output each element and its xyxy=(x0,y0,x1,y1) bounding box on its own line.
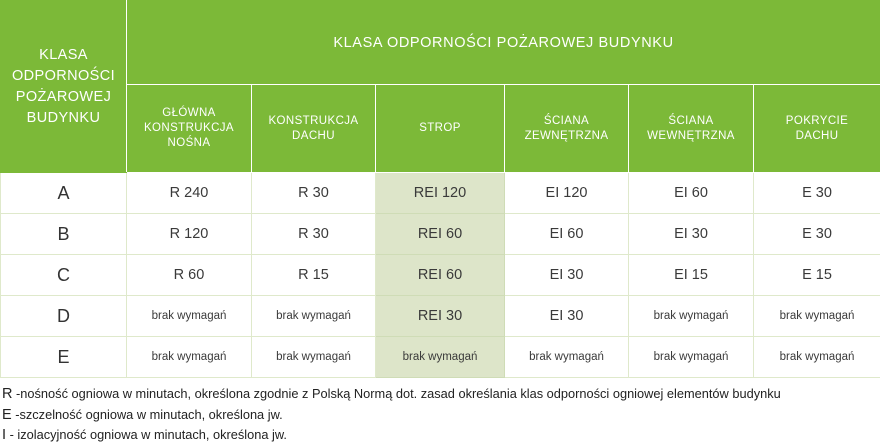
cell-konstrukcja-dachu: R 30 xyxy=(252,173,376,214)
cell-strop: REI 120 xyxy=(376,173,505,214)
row-class-label: D xyxy=(1,296,127,337)
column-header-pokrycie-dachu: POKRYCIE DACHU xyxy=(754,85,880,173)
column-header-line-2: KONSTRUKCJA xyxy=(144,122,234,134)
cell-sciana-wewnetrzna: EI 15 xyxy=(629,255,754,296)
cell-sciana-zewnetrzna: EI 120 xyxy=(505,173,629,214)
footnote-text-e: -szczelność ogniowa w minutach, określon… xyxy=(12,407,283,422)
column-header-line-1: STROP xyxy=(419,122,461,134)
cell-glowna-konstrukcja-nosna: R 240 xyxy=(127,173,252,214)
table-row: B R 120 R 30 REI 60 EI 60 EI 30 E 30 xyxy=(1,214,880,255)
row-header-class-label: KLASA ODPORNOŚCI POŻAROWEJ BUDYNKU xyxy=(1,1,127,173)
cell-pokrycie-dachu: E 30 xyxy=(754,214,880,255)
table-row: A R 240 R 30 REI 120 EI 120 EI 60 E 30 xyxy=(1,173,880,214)
cell-glowna-konstrukcja-nosna: brak wymagań xyxy=(127,337,252,378)
table-row: D brak wymagań brak wymagań REI 30 EI 30… xyxy=(1,296,880,337)
cell-sciana-zewnetrzna: EI 30 xyxy=(505,296,629,337)
fire-resistance-table: KLASA ODPORNOŚCI POŻAROWEJ BUDYNKU KLASA… xyxy=(0,0,880,378)
column-header-line-1: POKRYCIE xyxy=(786,115,848,127)
footnote-line-i: I - izolacyjność ogniowa w minutach, okr… xyxy=(2,425,880,446)
column-header-sciana-wewnetrzna: ŚCIANA WEWNĘTRZNA xyxy=(629,85,754,173)
cell-sciana-zewnetrzna: EI 30 xyxy=(505,255,629,296)
cell-glowna-konstrukcja-nosna: R 60 xyxy=(127,255,252,296)
cell-glowna-konstrukcja-nosna: brak wymagań xyxy=(127,296,252,337)
cell-strop: REI 60 xyxy=(376,214,505,255)
column-header-line-1: GŁÓWNA xyxy=(162,107,216,119)
table-row: C R 60 R 15 REI 60 EI 30 EI 15 E 15 xyxy=(1,255,880,296)
cell-sciana-wewnetrzna: EI 60 xyxy=(629,173,754,214)
column-header-line-2: DACHU xyxy=(796,130,839,142)
row-header-line-3: POŻAROWEJ xyxy=(16,89,111,105)
footnotes: R -nośność ogniowa w minutach, określona… xyxy=(0,378,880,446)
cell-pokrycie-dachu: brak wymagań xyxy=(754,337,880,378)
column-header-line-1: ŚCIANA xyxy=(544,115,589,127)
column-header-konstrukcja-dachu: KONSTRUKCJA DACHU xyxy=(252,85,376,173)
column-header-glowna-konstrukcja-nosna: GŁÓWNA KONSTRUKCJA NOŚNA xyxy=(127,85,252,173)
footnote-text-i: - izolacyjność ogniowa w minutach, okreś… xyxy=(6,427,287,442)
cell-konstrukcja-dachu: brak wymagań xyxy=(252,337,376,378)
header-row-columns: GŁÓWNA KONSTRUKCJA NOŚNA KONSTRUKCJA DAC… xyxy=(1,85,880,173)
table-title-header: KLASA ODPORNOŚCI POŻAROWEJ BUDYNKU xyxy=(127,1,880,85)
row-class-label: B xyxy=(1,214,127,255)
footnote-key-e: E xyxy=(2,407,12,423)
cell-strop: REI 60 xyxy=(376,255,505,296)
cell-pokrycie-dachu: E 30 xyxy=(754,173,880,214)
cell-konstrukcja-dachu: R 30 xyxy=(252,214,376,255)
column-header-line-1: ŚCIANA xyxy=(668,115,713,127)
cell-strop: REI 30 xyxy=(376,296,505,337)
cell-konstrukcja-dachu: brak wymagań xyxy=(252,296,376,337)
cell-sciana-zewnetrzna: EI 60 xyxy=(505,214,629,255)
cell-sciana-wewnetrzna: EI 30 xyxy=(629,214,754,255)
column-header-line-2: WEWNĘTRZNA xyxy=(647,130,735,142)
column-header-line-2: DACHU xyxy=(292,130,335,142)
table-head: KLASA ODPORNOŚCI POŻAROWEJ BUDYNKU KLASA… xyxy=(1,1,880,173)
cell-pokrycie-dachu: brak wymagań xyxy=(754,296,880,337)
cell-sciana-zewnetrzna: brak wymagań xyxy=(505,337,629,378)
footnote-line-e: E -szczelność ogniowa w minutach, określ… xyxy=(2,405,880,426)
column-header-line-2: ZEWNĘTRZNA xyxy=(525,130,609,142)
row-header-line-2: ODPORNOŚCI xyxy=(12,68,115,84)
table-body: A R 240 R 30 REI 120 EI 120 EI 60 E 30 B… xyxy=(1,173,880,378)
cell-sciana-wewnetrzna: brak wymagań xyxy=(629,296,754,337)
cell-pokrycie-dachu: E 15 xyxy=(754,255,880,296)
footnote-line-r: R -nośność ogniowa w minutach, określona… xyxy=(2,384,880,405)
column-header-sciana-zewnetrzna: ŚCIANA ZEWNĘTRZNA xyxy=(505,85,629,173)
row-header-line-1: KLASA xyxy=(39,47,88,63)
row-class-label: A xyxy=(1,173,127,214)
cell-glowna-konstrukcja-nosna: R 120 xyxy=(127,214,252,255)
cell-sciana-wewnetrzna: brak wymagań xyxy=(629,337,754,378)
column-header-line-3: NOŚNA xyxy=(168,137,211,149)
header-row-top: KLASA ODPORNOŚCI POŻAROWEJ BUDYNKU KLASA… xyxy=(1,1,880,85)
row-class-label: C xyxy=(1,255,127,296)
column-header-line-1: KONSTRUKCJA xyxy=(268,115,358,127)
cell-strop: brak wymagań xyxy=(376,337,505,378)
table-row: E brak wymagań brak wymagań brak wymagań… xyxy=(1,337,880,378)
cell-konstrukcja-dachu: R 15 xyxy=(252,255,376,296)
row-header-line-4: BUDYNKU xyxy=(27,110,101,126)
row-class-label: E xyxy=(1,337,127,378)
footnote-text-r: -nośność ogniowa w minutach, określona z… xyxy=(12,386,780,401)
footnote-key-r: R xyxy=(2,386,12,402)
column-header-strop: STROP xyxy=(376,85,505,173)
